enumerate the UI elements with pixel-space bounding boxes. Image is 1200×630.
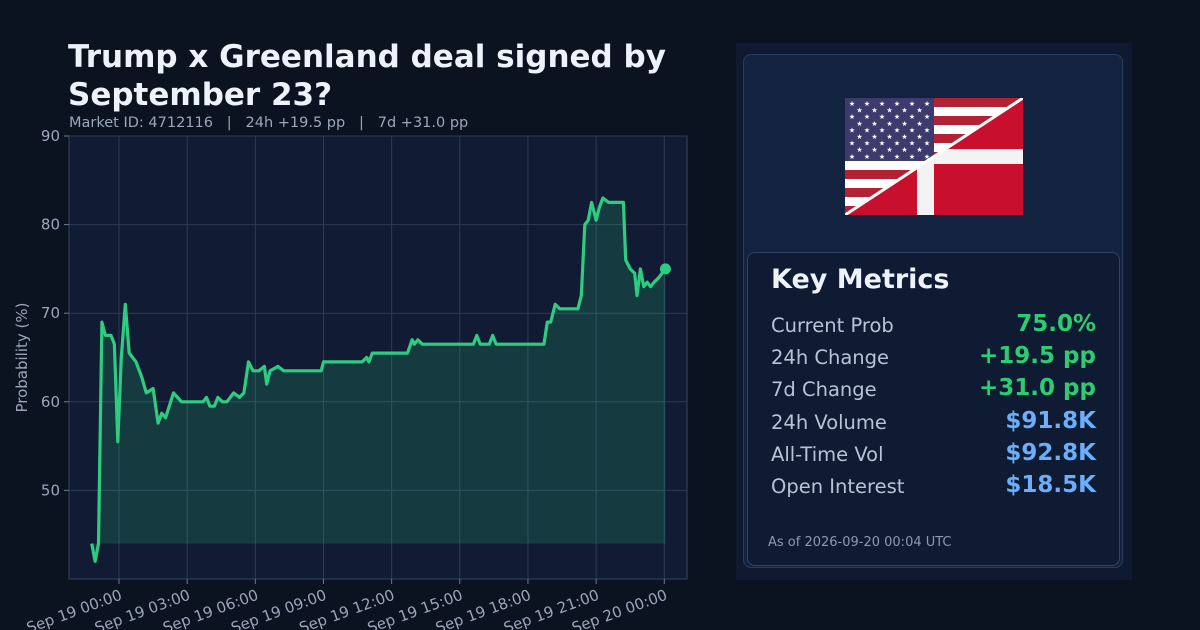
svg-text:★: ★ bbox=[901, 146, 907, 154]
market-id: Market ID: 4712116 bbox=[69, 115, 213, 131]
svg-text:★: ★ bbox=[886, 133, 892, 141]
svg-text:★: ★ bbox=[916, 133, 922, 141]
page-title: Trump x Greenland deal signed by Septemb… bbox=[68, 39, 666, 113]
metric-label: 7d Change bbox=[771, 378, 877, 402]
svg-text:★: ★ bbox=[924, 100, 930, 108]
metric-row: 24h Change +19.5 pp bbox=[771, 343, 1096, 376]
metric-value: +19.5 pp bbox=[979, 343, 1096, 370]
y-axis: 50 60 70 80 90 bbox=[41, 127, 69, 499]
metric-label: Open Interest bbox=[771, 475, 905, 498]
metric-row: Current Prob 75.0% bbox=[771, 311, 1096, 344]
svg-text:★: ★ bbox=[856, 107, 862, 115]
svg-text:★: ★ bbox=[886, 107, 892, 115]
svg-text:★: ★ bbox=[871, 133, 877, 141]
svg-text:★: ★ bbox=[909, 113, 915, 121]
y-axis-label: Probability (%) bbox=[13, 302, 31, 412]
svg-text:★: ★ bbox=[924, 113, 930, 121]
svg-text:★: ★ bbox=[916, 120, 922, 128]
svg-text:★: ★ bbox=[849, 113, 855, 121]
svg-text:★: ★ bbox=[864, 113, 870, 121]
svg-text:★: ★ bbox=[909, 140, 915, 148]
series-line bbox=[90, 196, 667, 563]
y-tick-label: 50 bbox=[41, 481, 60, 499]
key-metrics-card bbox=[747, 252, 1120, 566]
svg-text:★: ★ bbox=[856, 146, 862, 154]
svg-text:★: ★ bbox=[909, 126, 915, 134]
svg-text:★: ★ bbox=[871, 146, 877, 154]
metric-label: Current Prob bbox=[771, 314, 894, 337]
svg-text:★: ★ bbox=[894, 126, 900, 134]
metric-value: $92.8K bbox=[1005, 439, 1096, 466]
svg-text:★: ★ bbox=[894, 100, 900, 108]
svg-text:★: ★ bbox=[864, 153, 870, 161]
svg-text:★: ★ bbox=[879, 100, 885, 108]
gridlines bbox=[69, 135, 687, 579]
svg-text:★: ★ bbox=[924, 140, 930, 148]
svg-text:★: ★ bbox=[879, 140, 885, 148]
metric-value: +31.0 pp bbox=[979, 375, 1096, 402]
series-area bbox=[91, 198, 666, 562]
svg-text:★: ★ bbox=[901, 133, 907, 141]
svg-text:★: ★ bbox=[894, 140, 900, 148]
metric-row: 7d Change +31.0 pp bbox=[771, 375, 1096, 408]
svg-text:★: ★ bbox=[879, 126, 885, 134]
svg-text:★: ★ bbox=[849, 100, 855, 108]
svg-text:★: ★ bbox=[916, 107, 922, 115]
metric-row: All-Time Vol $92.8K bbox=[771, 439, 1096, 473]
metric-value: $91.8K bbox=[1005, 407, 1096, 434]
metric-value: $18.5K bbox=[1005, 472, 1096, 498]
svg-text:★: ★ bbox=[879, 153, 885, 161]
svg-text:★: ★ bbox=[856, 120, 862, 128]
y-tick-label: 90 bbox=[41, 127, 60, 145]
svg-text:★: ★ bbox=[924, 126, 930, 134]
svg-text:★: ★ bbox=[864, 140, 870, 148]
metric-label: All-Time Vol bbox=[771, 442, 884, 466]
svg-text:★: ★ bbox=[864, 100, 870, 108]
metric-row: 24h Volume $91.8K bbox=[771, 407, 1096, 441]
usa-denmark-split-flag-icon: ★ ★ ★ ★ ★ ★★ ★ ★ ★ ★★ ★ ★ ★ ★ ★★ ★ ★ ★ ★★ ★ ★ ★ ★ ★★ ★ ★ ★ ★★ ★ ★ ★ ★ ★★… bbox=[845, 98, 1023, 215]
subtitle-separator: | bbox=[359, 115, 364, 131]
svg-text:★: ★ bbox=[886, 120, 892, 128]
svg-text:★: ★ bbox=[924, 153, 930, 161]
svg-text:★: ★ bbox=[879, 113, 885, 121]
svg-text:★: ★ bbox=[849, 126, 855, 134]
y-tick-label: 80 bbox=[41, 216, 60, 234]
current-value-marker bbox=[659, 263, 671, 275]
svg-text:★: ★ bbox=[901, 107, 907, 115]
svg-text:★: ★ bbox=[894, 113, 900, 121]
metric-row: Open Interest $18.5K bbox=[771, 472, 1096, 505]
svg-text:★: ★ bbox=[886, 146, 892, 154]
svg-text:★: ★ bbox=[864, 126, 870, 134]
svg-text:★: ★ bbox=[849, 153, 855, 161]
chart-subtitle: Market ID: 4712116 | 24h +19.5 pp | 7d +… bbox=[69, 115, 468, 131]
subtitle-24h-change: 24h +19.5 pp bbox=[245, 115, 346, 131]
svg-text:★: ★ bbox=[871, 120, 877, 128]
svg-text:★: ★ bbox=[871, 107, 877, 115]
plot-area bbox=[68, 135, 688, 580]
svg-text:★: ★ bbox=[916, 146, 922, 154]
svg-text:★: ★ bbox=[849, 140, 855, 148]
metric-label: 24h Volume bbox=[771, 410, 887, 434]
key-metrics-title: Key Metrics bbox=[771, 264, 950, 295]
svg-text:★: ★ bbox=[856, 133, 862, 141]
svg-text:★: ★ bbox=[901, 120, 907, 128]
as-of-timestamp: As of 2026-09-20 00:04 UTC bbox=[768, 535, 952, 550]
y-tick-label: 70 bbox=[41, 304, 60, 322]
metric-value: 75.0% bbox=[1016, 311, 1096, 337]
svg-text:★: ★ bbox=[909, 100, 915, 108]
metric-label: 24h Change bbox=[771, 346, 890, 370]
svg-text:★: ★ bbox=[894, 153, 900, 161]
subtitle-separator: | bbox=[226, 115, 232, 131]
svg-text:★: ★ bbox=[909, 153, 915, 161]
y-tick-label: 60 bbox=[41, 393, 60, 411]
subtitle-7d-change: 7d +31.0 pp bbox=[377, 115, 469, 131]
